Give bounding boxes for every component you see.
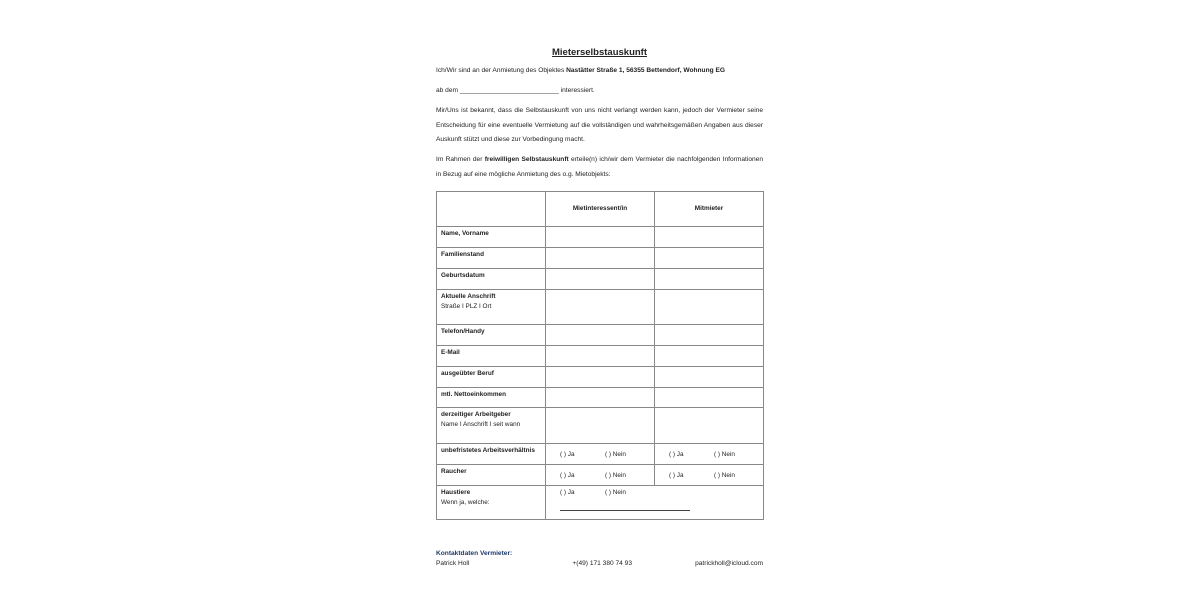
- p2-prefix: Im Rahmen der: [436, 156, 485, 163]
- table-row: E-Mail: [436, 345, 764, 367]
- document-title: Mieterselbstauskunft: [551, 47, 648, 58]
- answer-cell[interactable]: ( ) Ja ( ) Nein: [654, 464, 764, 486]
- row-label: Familienstand: [441, 251, 484, 258]
- table-row: ausgeübter Beruf: [436, 366, 764, 388]
- table-row: Haustiere Wenn ja, welche: ( ) Ja ( ) Nein: [436, 485, 764, 520]
- table-row: Aktuelle Anschrift Straße I PLZ I Ort: [436, 289, 764, 325]
- answer-cell[interactable]: [654, 324, 764, 346]
- option-nein[interactable]: ( ) Nein: [714, 472, 735, 479]
- row-label-cell: E-Mail: [436, 345, 546, 367]
- row-label: Haustiere: [441, 489, 471, 496]
- row-label: mtl. Nettoeinkommen: [441, 391, 506, 398]
- answer-cell[interactable]: [545, 407, 655, 444]
- header-mitmieter: Mitmieter: [654, 191, 764, 227]
- object-address: Nastätter Straße 1, 56355 Bettendorf, Wo…: [566, 67, 726, 74]
- p2-bold: freiwilligen Selbstauskunft: [484, 156, 569, 163]
- paragraph-2: Im Rahmen der freiwilligen Selbstauskunf…: [436, 153, 763, 182]
- answer-cell[interactable]: [654, 268, 764, 290]
- selbstauskunft-table: Mietinteressent/in Mitmieter Name, Vorna…: [436, 191, 764, 520]
- answer-cell[interactable]: [545, 345, 655, 367]
- start-date-line: ab dem ___________________________ inter…: [436, 84, 763, 99]
- row-label-cell: Telefon/Handy: [436, 324, 546, 346]
- table-row: Telefon/Handy: [436, 324, 764, 346]
- option-ja[interactable]: ( ) Ja: [560, 472, 575, 479]
- answer-cell[interactable]: [545, 324, 655, 346]
- row-sublabel: Wenn ja, welche:: [441, 498, 490, 506]
- pets-blank-line[interactable]: [560, 509, 690, 511]
- option-nein[interactable]: ( ) Nein: [605, 472, 626, 479]
- row-label: Geburtsdatum: [441, 272, 485, 279]
- row-label-cell: Aktuelle Anschrift Straße I PLZ I Ort: [436, 289, 546, 325]
- answer-cell[interactable]: [654, 366, 764, 388]
- header-empty: [436, 191, 546, 227]
- answer-cell[interactable]: [545, 226, 655, 248]
- answer-cell[interactable]: [545, 289, 655, 325]
- answer-cell[interactable]: ( ) Ja ( ) Nein: [654, 443, 764, 465]
- option-nein[interactable]: ( ) Nein: [605, 489, 626, 496]
- row-label: Telefon/Handy: [441, 328, 485, 335]
- table-row: Raucher ( ) Ja ( ) Nein ( ) Ja ( ) Nein: [436, 464, 764, 486]
- intro-text: Ich/Wir sind an der Anmietung des Objekt…: [436, 64, 763, 79]
- table-row: Name, Vorname: [436, 226, 764, 248]
- answer-cell[interactable]: [654, 247, 764, 269]
- p2-suffix: erteile(n) ich/wir dem Vermieter die nac…: [436, 156, 763, 178]
- row-label-cell: Name, Vorname: [436, 226, 546, 248]
- answer-cell[interactable]: ( ) Ja ( ) Nein: [545, 443, 655, 465]
- option-nein[interactable]: ( ) Nein: [714, 451, 735, 458]
- start-date-blank: ___________________________: [459, 87, 559, 94]
- row-label-cell: Haustiere Wenn ja, welche:: [436, 485, 546, 520]
- row-sublabel: Name I Anschrift I seit wann: [441, 420, 521, 428]
- row-label: Aktuelle Anschrift: [441, 293, 496, 300]
- table-row: mtl. Nettoeinkommen: [436, 387, 764, 408]
- contact-block: Kontaktdaten Vermieter: Patrick Holl +(49…: [436, 549, 763, 569]
- answer-cell[interactable]: [654, 407, 764, 444]
- answer-cell[interactable]: ( ) Ja ( ) Nein: [545, 485, 764, 520]
- row-label: Raucher: [441, 468, 467, 475]
- row-label-cell: unbefristetes Arbeitsverhältnis: [436, 443, 546, 465]
- interessiert-label: interessiert.: [558, 87, 595, 94]
- answer-cell[interactable]: [545, 268, 655, 290]
- option-ja[interactable]: ( ) Ja: [669, 472, 684, 479]
- row-label: derzeitiger Arbeitgeber: [441, 411, 511, 418]
- table-row: unbefristetes Arbeitsverhältnis( ) Ja( )…: [436, 443, 764, 465]
- header-mietinteressent: Mietinteressent/in: [545, 191, 655, 227]
- ab-dem-label: ab dem: [436, 87, 460, 94]
- option-ja[interactable]: ( ) Ja: [560, 489, 575, 496]
- contact-name: Patrick Holl: [436, 560, 470, 567]
- answer-cell[interactable]: [545, 387, 655, 408]
- contact-heading: Kontaktdaten Vermieter:: [436, 550, 513, 557]
- answer-cell[interactable]: [654, 345, 764, 367]
- option-ja[interactable]: ( ) Ja: [669, 451, 684, 458]
- row-label-cell: Raucher: [436, 464, 546, 486]
- row-label-cell: Familienstand: [436, 247, 546, 269]
- table-row: Geburtsdatum: [436, 268, 764, 290]
- row-label: E-Mail: [441, 349, 460, 356]
- answer-cell[interactable]: ( ) Ja ( ) Nein: [545, 464, 655, 486]
- row-label-cell: ausgeübter Beruf: [436, 366, 546, 388]
- row-label: unbefristetes Arbeitsverhältnis: [441, 447, 535, 454]
- answer-cell[interactable]: [654, 387, 764, 408]
- table-row: derzeitiger Arbeitgeber Name I Anschrift …: [436, 407, 764, 444]
- row-label-cell: mtl. Nettoeinkommen: [436, 387, 546, 408]
- row-label: ausgeübter Beruf: [441, 370, 494, 377]
- answer-cell[interactable]: [545, 247, 655, 269]
- option-nein[interactable]: ( ) Nein: [605, 451, 626, 458]
- paragraph-1: Mir/Uns ist bekannt, dass die Selbstausk…: [436, 107, 763, 143]
- table-header-row: Mietinteressent/in Mitmieter: [436, 191, 764, 227]
- table-row: Familienstand: [436, 247, 764, 269]
- row-label-cell: derzeitiger Arbeitgeber Name I Anschrift …: [436, 407, 546, 444]
- row-label-cell: Geburtsdatum: [436, 268, 546, 290]
- option-ja[interactable]: ( ) Ja: [560, 451, 575, 458]
- row-sublabel: Straße I PLZ I Ort: [441, 302, 492, 310]
- intro-prefix: Ich/Wir sind an der Anmietung des Objekt…: [436, 67, 567, 74]
- answer-cell[interactable]: [654, 226, 764, 248]
- row-label: Name, Vorname: [441, 230, 489, 237]
- contact-email: patrickholl@icloud.com: [695, 560, 763, 567]
- answer-cell[interactable]: [545, 366, 655, 388]
- contact-phone: +(49) 171 380 74 93: [572, 560, 632, 567]
- answer-cell[interactable]: [654, 289, 764, 325]
